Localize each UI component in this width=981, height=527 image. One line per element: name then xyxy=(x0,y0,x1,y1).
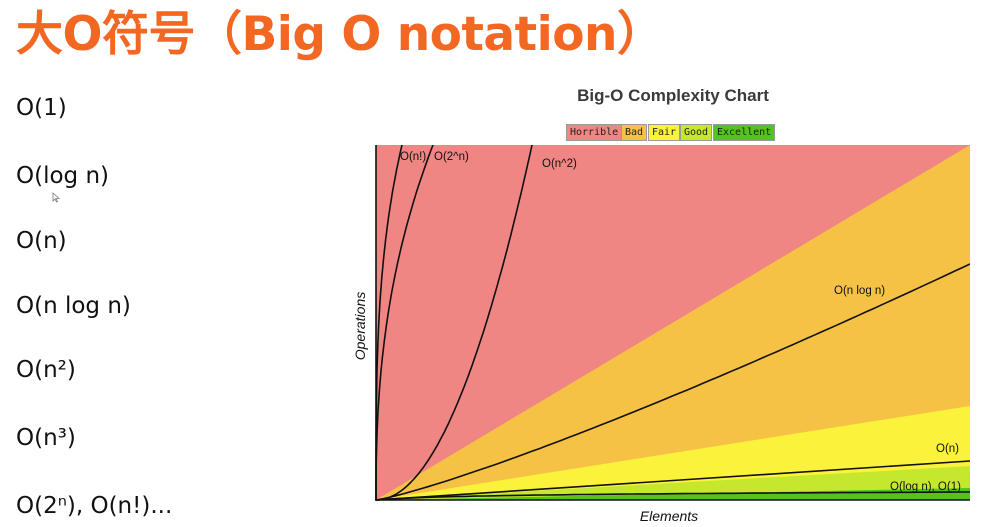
legend-item-fair: Fair xyxy=(648,124,681,141)
curve-label-linear: O(n) xyxy=(936,443,959,455)
curve-logn xyxy=(375,491,970,501)
mouse-cursor-icon xyxy=(52,192,60,203)
curve-quadratic xyxy=(375,145,533,501)
curve-label-exponential: O(2^n) xyxy=(434,151,469,163)
region-bad xyxy=(376,145,970,500)
page-title: 大O符号（Big O notation） xyxy=(16,7,664,62)
complexity-chart xyxy=(375,145,970,501)
notation-item-quadratic: O(n²) xyxy=(16,357,76,383)
curve-label-log-const: O(log n), O(1) xyxy=(890,481,961,493)
curve-label-factorial: O(n!) xyxy=(400,151,427,163)
legend-item-excellent: Excellent xyxy=(713,124,776,141)
y-axis-label: Operations xyxy=(352,291,368,361)
legend-item-bad: Bad xyxy=(621,124,648,141)
notation-item-logarithmic: O(log n) xyxy=(16,163,109,189)
notation-item-nlogn: O(n log n) xyxy=(16,293,131,319)
x-axis-label: Elements xyxy=(639,508,699,524)
notation-item-cubic: O(n³) xyxy=(16,425,76,451)
curve-linear xyxy=(375,460,970,501)
notation-item-constant: O(1) xyxy=(16,95,67,121)
curve-nlogn xyxy=(375,263,970,501)
legend-item-horrible: Horrible xyxy=(566,124,623,141)
curve-label-quadratic: O(n^2) xyxy=(542,158,577,170)
chart-title: Big-O Complexity Chart xyxy=(577,86,769,105)
notation-item-linear: O(n) xyxy=(16,228,67,254)
curve-label-nlogn: O(n log n) xyxy=(834,285,886,297)
legend-item-good: Good xyxy=(680,124,713,141)
notation-item-exponential: O(2ⁿ), O(n!)... xyxy=(16,493,173,519)
